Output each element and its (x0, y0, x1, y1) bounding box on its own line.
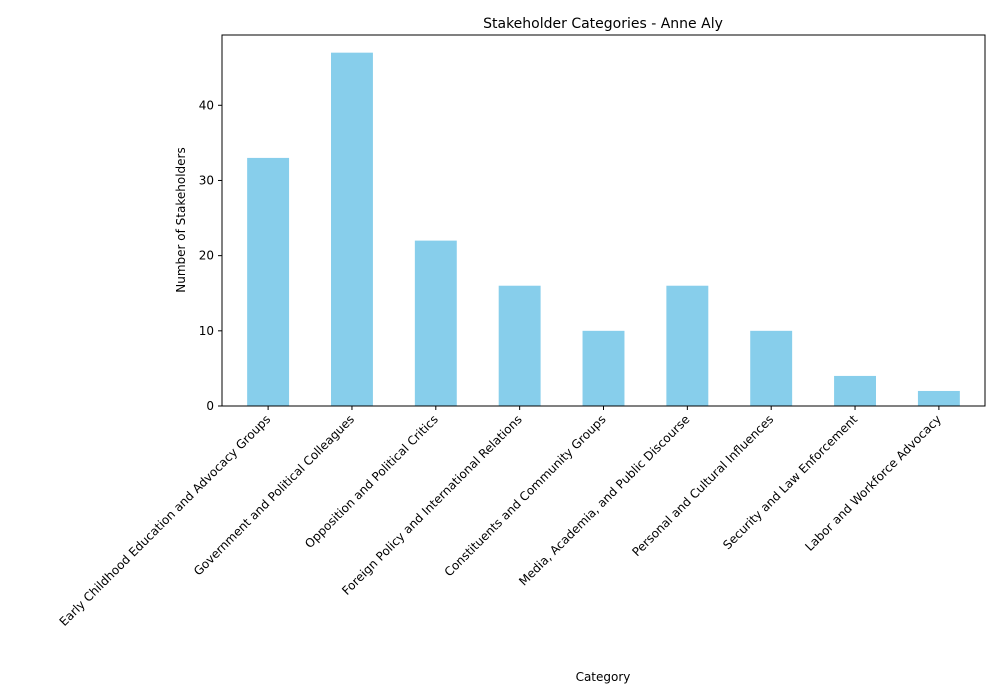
y-tick-label-2: 20 (199, 249, 214, 263)
x-tick-label-8: Labor and Workforce Advocacy (802, 412, 944, 554)
x-tick-label-1: Government and Political Colleagues (191, 412, 357, 578)
bars-group (247, 52, 960, 407)
bar-3 (498, 285, 541, 406)
bar-6 (750, 330, 793, 406)
y-tick-label-0: 0 (206, 399, 214, 413)
x-tick-label-4: Constituents and Community Groups (442, 412, 609, 579)
bar-1 (331, 52, 373, 407)
y-tick-label-1: 10 (199, 324, 214, 338)
bar-2 (414, 240, 457, 406)
x-tick-label-3: Foreign Policy and International Relatio… (339, 412, 525, 598)
bar-7 (834, 375, 876, 406)
bar-0 (247, 157, 290, 406)
x-tick-label-5: Media, Academia, and Public Discourse (516, 412, 692, 588)
y-tick-label-3: 30 (199, 173, 214, 187)
x-axis: Early Childhood Education and Advocacy G… (57, 406, 944, 629)
x-tick-label-2: Opposition and Political Critics (302, 412, 441, 551)
chart-title: Stakeholder Categories - Anne Aly (483, 16, 723, 32)
y-axis: 0 10 20 30 40 (199, 98, 222, 413)
x-tick-label-7: Security and Law Enforcement (720, 412, 860, 552)
bar-4 (582, 330, 625, 406)
x-tick-label-6: Personal and Cultural Influences (629, 412, 776, 559)
y-tick-label-4: 40 (199, 98, 214, 112)
bar-8 (917, 390, 960, 406)
y-axis-label: Number of Stakeholders (174, 147, 188, 292)
bar-5 (666, 285, 709, 406)
x-axis-label: Category (576, 670, 631, 684)
